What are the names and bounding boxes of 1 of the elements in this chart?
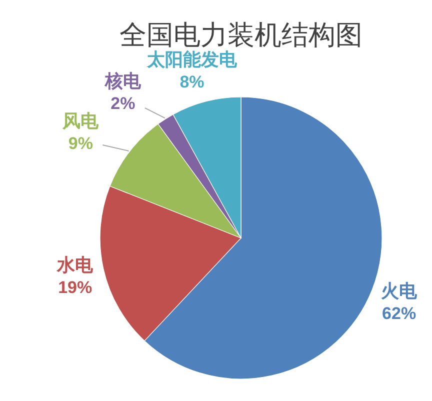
title: 全国电力装机结构图: [120, 20, 362, 50]
